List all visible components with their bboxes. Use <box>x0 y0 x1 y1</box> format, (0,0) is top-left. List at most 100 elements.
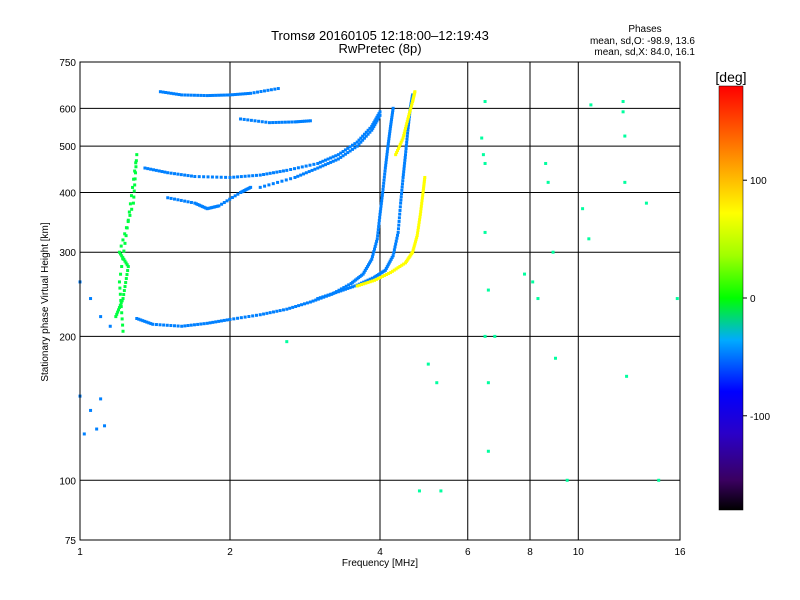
trace-point <box>306 119 310 123</box>
trace-point <box>166 196 170 200</box>
trace-point <box>358 274 362 278</box>
trace-point <box>419 210 423 214</box>
trace-point <box>378 212 382 216</box>
trace-point <box>336 157 340 161</box>
trace-point <box>403 127 407 131</box>
trace-point <box>481 153 485 157</box>
trace-point <box>211 93 215 97</box>
trace-point <box>264 120 268 124</box>
trace-point <box>396 146 400 150</box>
trace-point <box>411 248 415 252</box>
trace-point <box>133 177 137 181</box>
trace-point <box>262 172 266 176</box>
phases-x-stats: mean, sd,X: 84.0, 16.1 <box>594 47 695 58</box>
trace-point <box>119 244 123 248</box>
trace-point <box>644 201 648 205</box>
trace-point <box>118 292 122 296</box>
trace-point <box>342 286 346 290</box>
trace-point <box>400 192 404 196</box>
trace-point <box>402 164 406 168</box>
trace-point <box>395 151 399 155</box>
trace-point <box>423 177 427 181</box>
trace-point <box>316 161 320 165</box>
trace-point <box>483 230 487 234</box>
trace-point <box>307 170 311 174</box>
trace-point <box>377 112 381 116</box>
trace-point <box>196 93 200 97</box>
trace-point <box>371 126 375 130</box>
trace-point <box>157 169 161 173</box>
trace-point <box>414 238 418 242</box>
trace-point <box>176 172 180 176</box>
trace-point <box>372 250 376 254</box>
trace-point <box>365 265 369 269</box>
trace-point <box>154 168 158 172</box>
trace-point <box>326 162 330 166</box>
y-tick-label: 600 <box>59 104 76 115</box>
trace-point <box>143 319 147 323</box>
x-tick-label: 1 <box>77 547 83 558</box>
trace-point <box>422 183 426 187</box>
trace-point <box>163 170 167 174</box>
trace-point <box>247 174 251 178</box>
trace-point <box>99 315 103 319</box>
trace-point <box>135 153 139 157</box>
trace-point <box>406 123 410 127</box>
trace-point <box>421 193 425 197</box>
trace-point <box>122 293 126 297</box>
trace-point <box>122 249 126 253</box>
trace-point <box>379 207 383 211</box>
trace-point <box>386 142 390 146</box>
trace-point <box>376 228 380 232</box>
trace-point <box>202 93 206 97</box>
trace-point <box>304 164 308 168</box>
trace-point <box>290 120 294 124</box>
trace-point <box>349 282 353 286</box>
trace-point <box>117 306 121 310</box>
trace-point <box>331 155 335 159</box>
trace-point <box>403 161 407 165</box>
trace-point <box>162 323 166 327</box>
trace-point <box>158 90 162 94</box>
trace-point <box>126 265 130 269</box>
trace-point <box>310 168 314 172</box>
trace-point <box>396 233 400 237</box>
trace-point <box>381 184 385 188</box>
trace-point <box>204 206 208 210</box>
trace-point <box>202 205 206 209</box>
trace-point <box>370 276 374 280</box>
trace-point <box>375 115 379 119</box>
trace-point <box>206 175 210 179</box>
trace-point <box>119 301 123 305</box>
trace-point <box>311 299 315 303</box>
trace-point <box>222 93 226 97</box>
phases-o-stats: mean, sd,O: -98.9, 13.6 <box>590 36 695 47</box>
trace-point <box>396 227 400 231</box>
trace-point <box>123 232 127 236</box>
trace-point <box>158 323 162 327</box>
trace-point <box>304 171 308 175</box>
trace-point <box>82 432 86 436</box>
trace-point <box>121 297 125 301</box>
trace-point <box>197 175 201 179</box>
trace-point <box>131 185 135 189</box>
trace-point <box>418 212 422 216</box>
trace-point <box>236 316 240 320</box>
trace-point <box>183 324 187 328</box>
trace-point <box>135 316 139 320</box>
trace-point <box>587 237 591 241</box>
trace-point <box>418 215 422 219</box>
trace-point <box>409 106 413 110</box>
grid-lines <box>80 62 680 540</box>
trace-points <box>78 87 679 493</box>
trace-point <box>410 102 414 106</box>
trace-point <box>308 300 312 304</box>
trace-point <box>374 242 378 246</box>
trace-point <box>387 137 391 141</box>
trace-point <box>249 118 253 122</box>
trace-point <box>169 324 173 328</box>
trace-point <box>382 181 386 185</box>
trace-point <box>406 125 410 129</box>
trace-point <box>361 138 365 142</box>
trace-point <box>399 198 403 202</box>
